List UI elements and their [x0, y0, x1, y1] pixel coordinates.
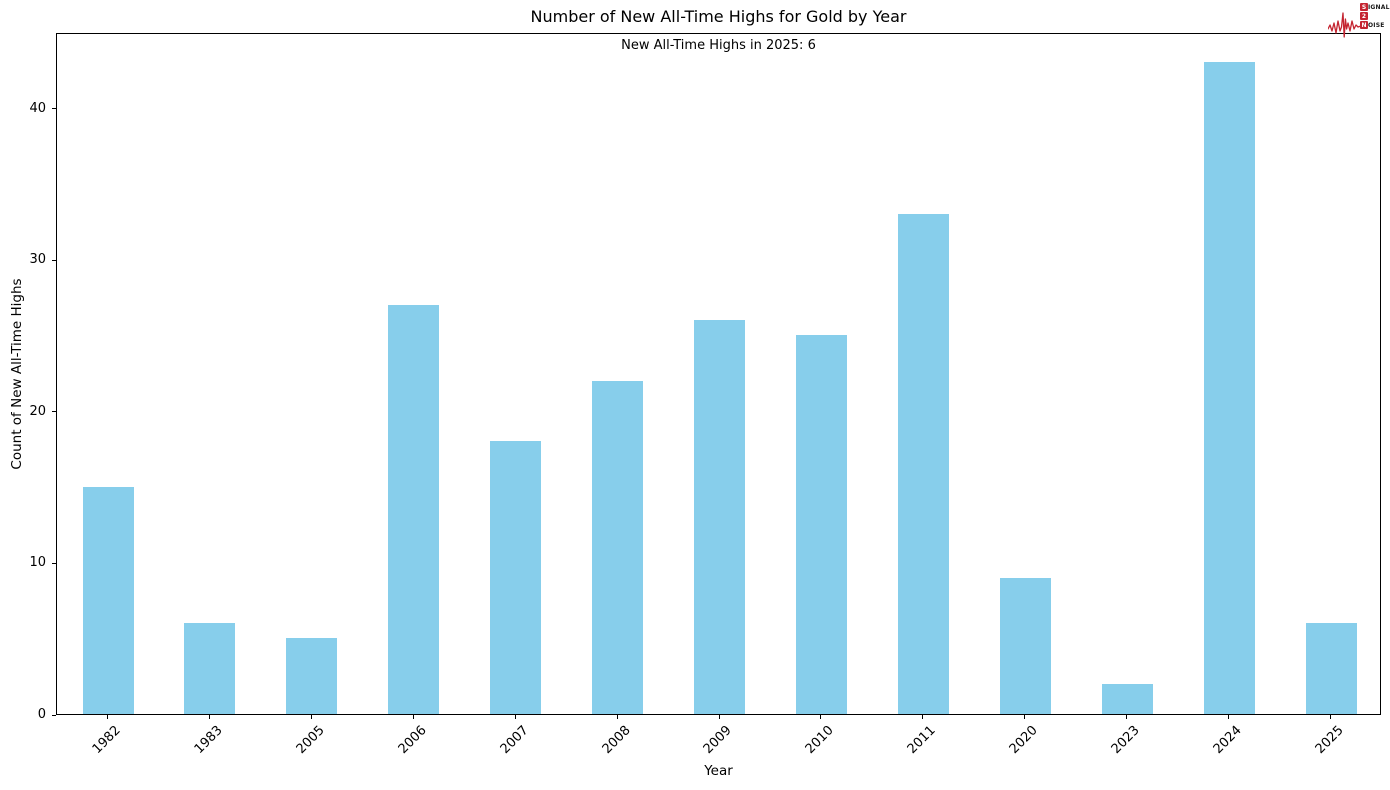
x-tick-mark [514, 715, 516, 719]
bar-2009 [694, 320, 745, 714]
bar-2010 [795, 335, 847, 714]
logo-text: S IGNAL 2 N OISE [1360, 3, 1390, 29]
x-tick-mark [412, 715, 414, 719]
bar-2025 [1305, 623, 1357, 714]
bar-2023 [1101, 683, 1153, 714]
x-tick-mark [107, 715, 108, 719]
chart-title: Number of New All-Time Highs for Gold by… [530, 7, 907, 26]
x-tick-label-2007: 2007 [497, 723, 532, 758]
x-tick-mark [1228, 715, 1230, 719]
logo-box-n: N [1360, 21, 1368, 29]
x-tick-label-2005: 2005 [293, 723, 328, 758]
signal-2-noise-logo: S IGNAL 2 N OISE [1328, 2, 1390, 42]
bar-2020 [999, 577, 1051, 714]
logo-line-noise: N OISE [1360, 21, 1385, 29]
y-tick-label-40: 40 [29, 100, 46, 116]
logo-line-signal: S IGNAL [1360, 3, 1390, 11]
x-tick-label-1982: 1982 [89, 723, 124, 758]
x-tick-mark [1126, 715, 1128, 719]
y-axis-label: Count of New All-Time Highs [9, 278, 25, 470]
y-tick-mark [52, 562, 56, 564]
y-tick-mark [52, 108, 56, 110]
x-tick-label-2009: 2009 [701, 723, 736, 758]
ecg-waveform-icon [1328, 12, 1362, 38]
bar-1983 [184, 623, 236, 714]
x-tick-label-2020: 2020 [1006, 723, 1041, 758]
logo-box-s: S [1360, 3, 1368, 11]
x-tick-mark [922, 715, 924, 719]
x-tick-label-1983: 1983 [191, 723, 226, 758]
x-tick-label-2008: 2008 [599, 723, 634, 758]
x-tick-mark [310, 715, 312, 719]
bar-1982 [82, 486, 134, 714]
logo-line-2: 2 [1360, 12, 1390, 20]
bar-2007 [490, 441, 542, 714]
y-tick-mark [52, 714, 56, 716]
x-tick-mark [616, 715, 618, 719]
bar-2006 [388, 304, 440, 714]
x-tick-label-2024: 2024 [1210, 723, 1245, 758]
bar-2005 [286, 638, 338, 714]
y-tick-label-30: 30 [29, 252, 46, 268]
x-tick-mark [820, 715, 822, 719]
y-tick-mark [52, 411, 56, 413]
x-tick-mark [1024, 715, 1026, 719]
x-tick-label-2011: 2011 [904, 723, 939, 758]
annotation-2025: New All-Time Highs in 2025: 6 [621, 38, 816, 53]
x-tick-label-2025: 2025 [1312, 723, 1347, 758]
x-tick-mark [718, 715, 720, 719]
bar-2024 [1203, 62, 1255, 714]
x-tick-mark [208, 715, 210, 719]
x-tick-label-2010: 2010 [802, 723, 837, 758]
y-tick-label-10: 10 [29, 555, 46, 571]
x-tick-label-2006: 2006 [395, 723, 430, 758]
bar-2008 [592, 380, 644, 714]
y-tick-label-20: 20 [29, 403, 46, 419]
logo-box-2: 2 [1360, 12, 1368, 20]
plot-area [56, 33, 1381, 715]
x-tick-mark [1330, 715, 1331, 719]
y-tick-label-0: 0 [37, 707, 46, 722]
bar-2011 [897, 213, 949, 714]
x-tick-label-2023: 2023 [1108, 723, 1143, 758]
x-axis-label: Year [704, 763, 733, 779]
y-tick-mark [52, 259, 56, 261]
